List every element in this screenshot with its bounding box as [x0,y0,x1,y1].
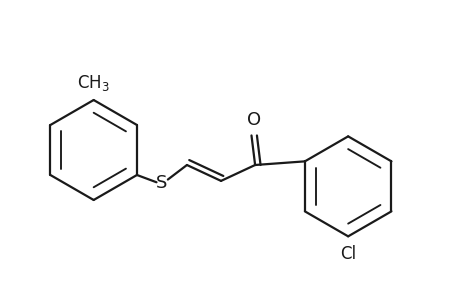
Text: O: O [246,111,261,129]
Text: S: S [156,174,167,192]
Text: Cl: Cl [339,244,355,262]
Text: CH$_3$: CH$_3$ [77,73,110,93]
